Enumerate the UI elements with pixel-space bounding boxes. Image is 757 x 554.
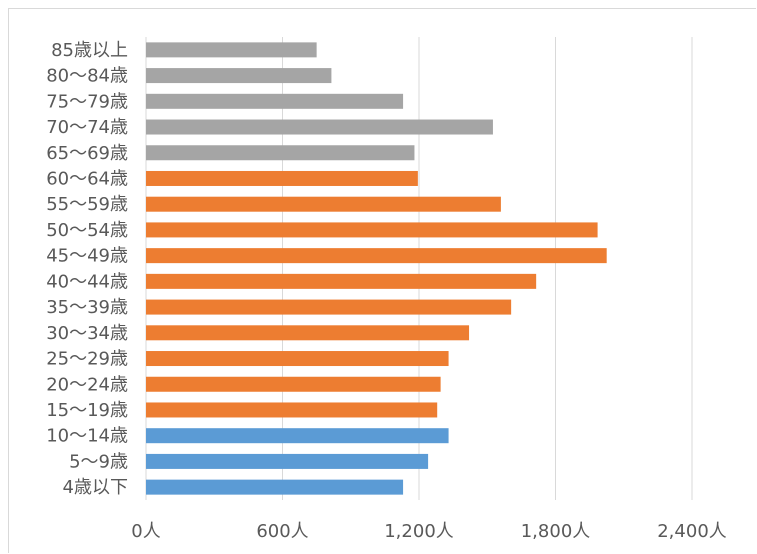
- bars: [146, 42, 607, 495]
- category-label-2: 75～79歳: [46, 91, 128, 112]
- category-label-15: 10～14歳: [46, 426, 128, 447]
- x-tick-label-3: 1,800人: [521, 521, 591, 542]
- category-label-17: 4歳以下: [63, 477, 128, 498]
- x-tick-label-1: 600人: [256, 521, 308, 542]
- bar-16: [146, 453, 429, 469]
- bar-14: [146, 402, 438, 418]
- bar-4: [146, 145, 415, 161]
- category-labels: 85歳以上 80～84歳 75～79歳 70～74歳 65～69歳 60～64歳 55～59…: [46, 40, 128, 498]
- category-label-9: 40～44歳: [46, 271, 128, 292]
- bar-7: [146, 222, 598, 238]
- bar-12: [146, 351, 449, 367]
- category-label-13: 20～24歳: [46, 374, 128, 395]
- category-label-1: 80～84歳: [46, 66, 128, 87]
- bar-2: [146, 93, 404, 109]
- bar-13: [146, 376, 441, 392]
- category-label-11: 30～34歳: [46, 323, 128, 344]
- bar-0: [146, 42, 317, 58]
- category-label-6: 55～59歳: [46, 194, 128, 215]
- chart-frame: [8, 8, 756, 553]
- bar-10: [146, 299, 512, 315]
- category-label-12: 25～29歳: [46, 349, 128, 370]
- bar-9: [146, 273, 537, 289]
- bar-15: [146, 428, 449, 444]
- category-label-3: 70～74歳: [46, 117, 128, 138]
- gridlines: [145, 37, 693, 500]
- category-label-0: 85歳以上: [51, 40, 128, 61]
- category-label-4: 65～69歳: [46, 143, 128, 164]
- category-label-14: 15～19歳: [46, 400, 128, 421]
- category-label-16: 5～9歳: [69, 451, 128, 472]
- bar-8: [146, 248, 607, 264]
- bar-17: [146, 479, 404, 495]
- x-tick-label-2: 1,200人: [384, 521, 454, 542]
- bar-1: [146, 68, 332, 84]
- category-label-5: 60～64歳: [46, 168, 128, 189]
- category-label-10: 35～39歳: [46, 297, 128, 318]
- x-tick-labels: 0人 600人 1,200人 1,800人 2,400人: [131, 521, 726, 542]
- bar-5: [146, 170, 418, 186]
- category-label-7: 50～54歳: [46, 220, 128, 241]
- x-tick-label-4: 2,400人: [657, 521, 727, 542]
- x-tick-label-0: 0人: [131, 521, 160, 542]
- category-label-8: 45～49歳: [46, 246, 128, 267]
- bar-6: [146, 196, 501, 212]
- bar-11: [146, 325, 470, 341]
- bar-3: [146, 119, 493, 135]
